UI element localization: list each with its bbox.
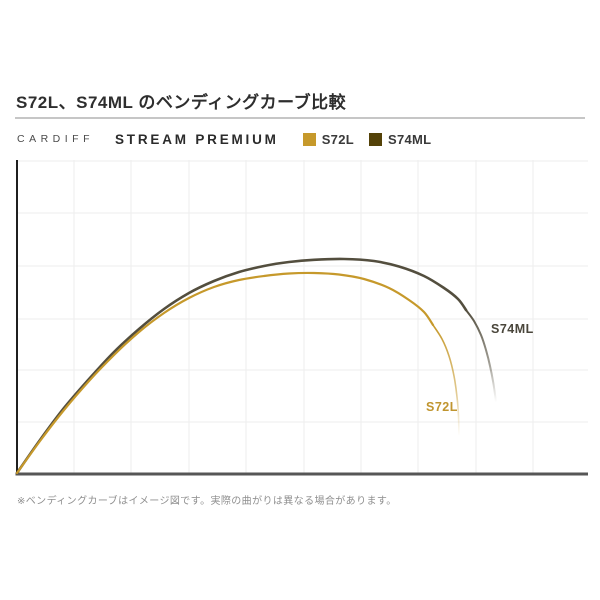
curve-label-s74ml: S74ML [491,322,534,336]
curve-tail-s74ml [465,309,497,403]
grid [17,160,588,474]
curve-label-s72l: S72L [426,400,458,414]
footnote: ※ベンディングカーブはイメージ図です。実際の曲がりは異なる場合があります。 [17,496,397,507]
legend-label-s74ml: S74ML [387,131,432,147]
legend-color-chip-s72l [302,132,316,146]
legend-label-s72l: S72L [321,131,354,147]
curve-s72l [15,271,435,475]
legend-row: CARDIFF STREAM PREMIUM S72L S74ML [17,129,583,149]
legend-item-s74ml: S74ML [368,131,432,147]
legend-item-s72l: S72L [302,131,354,147]
brand-logo-cardiff: CARDIFF [17,133,94,145]
page-title: S72L、S74ML のベンディングカーブ比較 [16,93,347,112]
curve-s74ml [15,257,468,475]
legend-color-chip-s74ml [368,132,382,146]
curves [15,257,497,475]
curve-tail-s72l [432,324,460,437]
curve-labels: S74ML S72L [426,322,534,414]
product-name-stream-premium: STREAM PREMIUM [115,131,279,147]
axes [15,160,588,476]
title-divider [15,117,585,119]
